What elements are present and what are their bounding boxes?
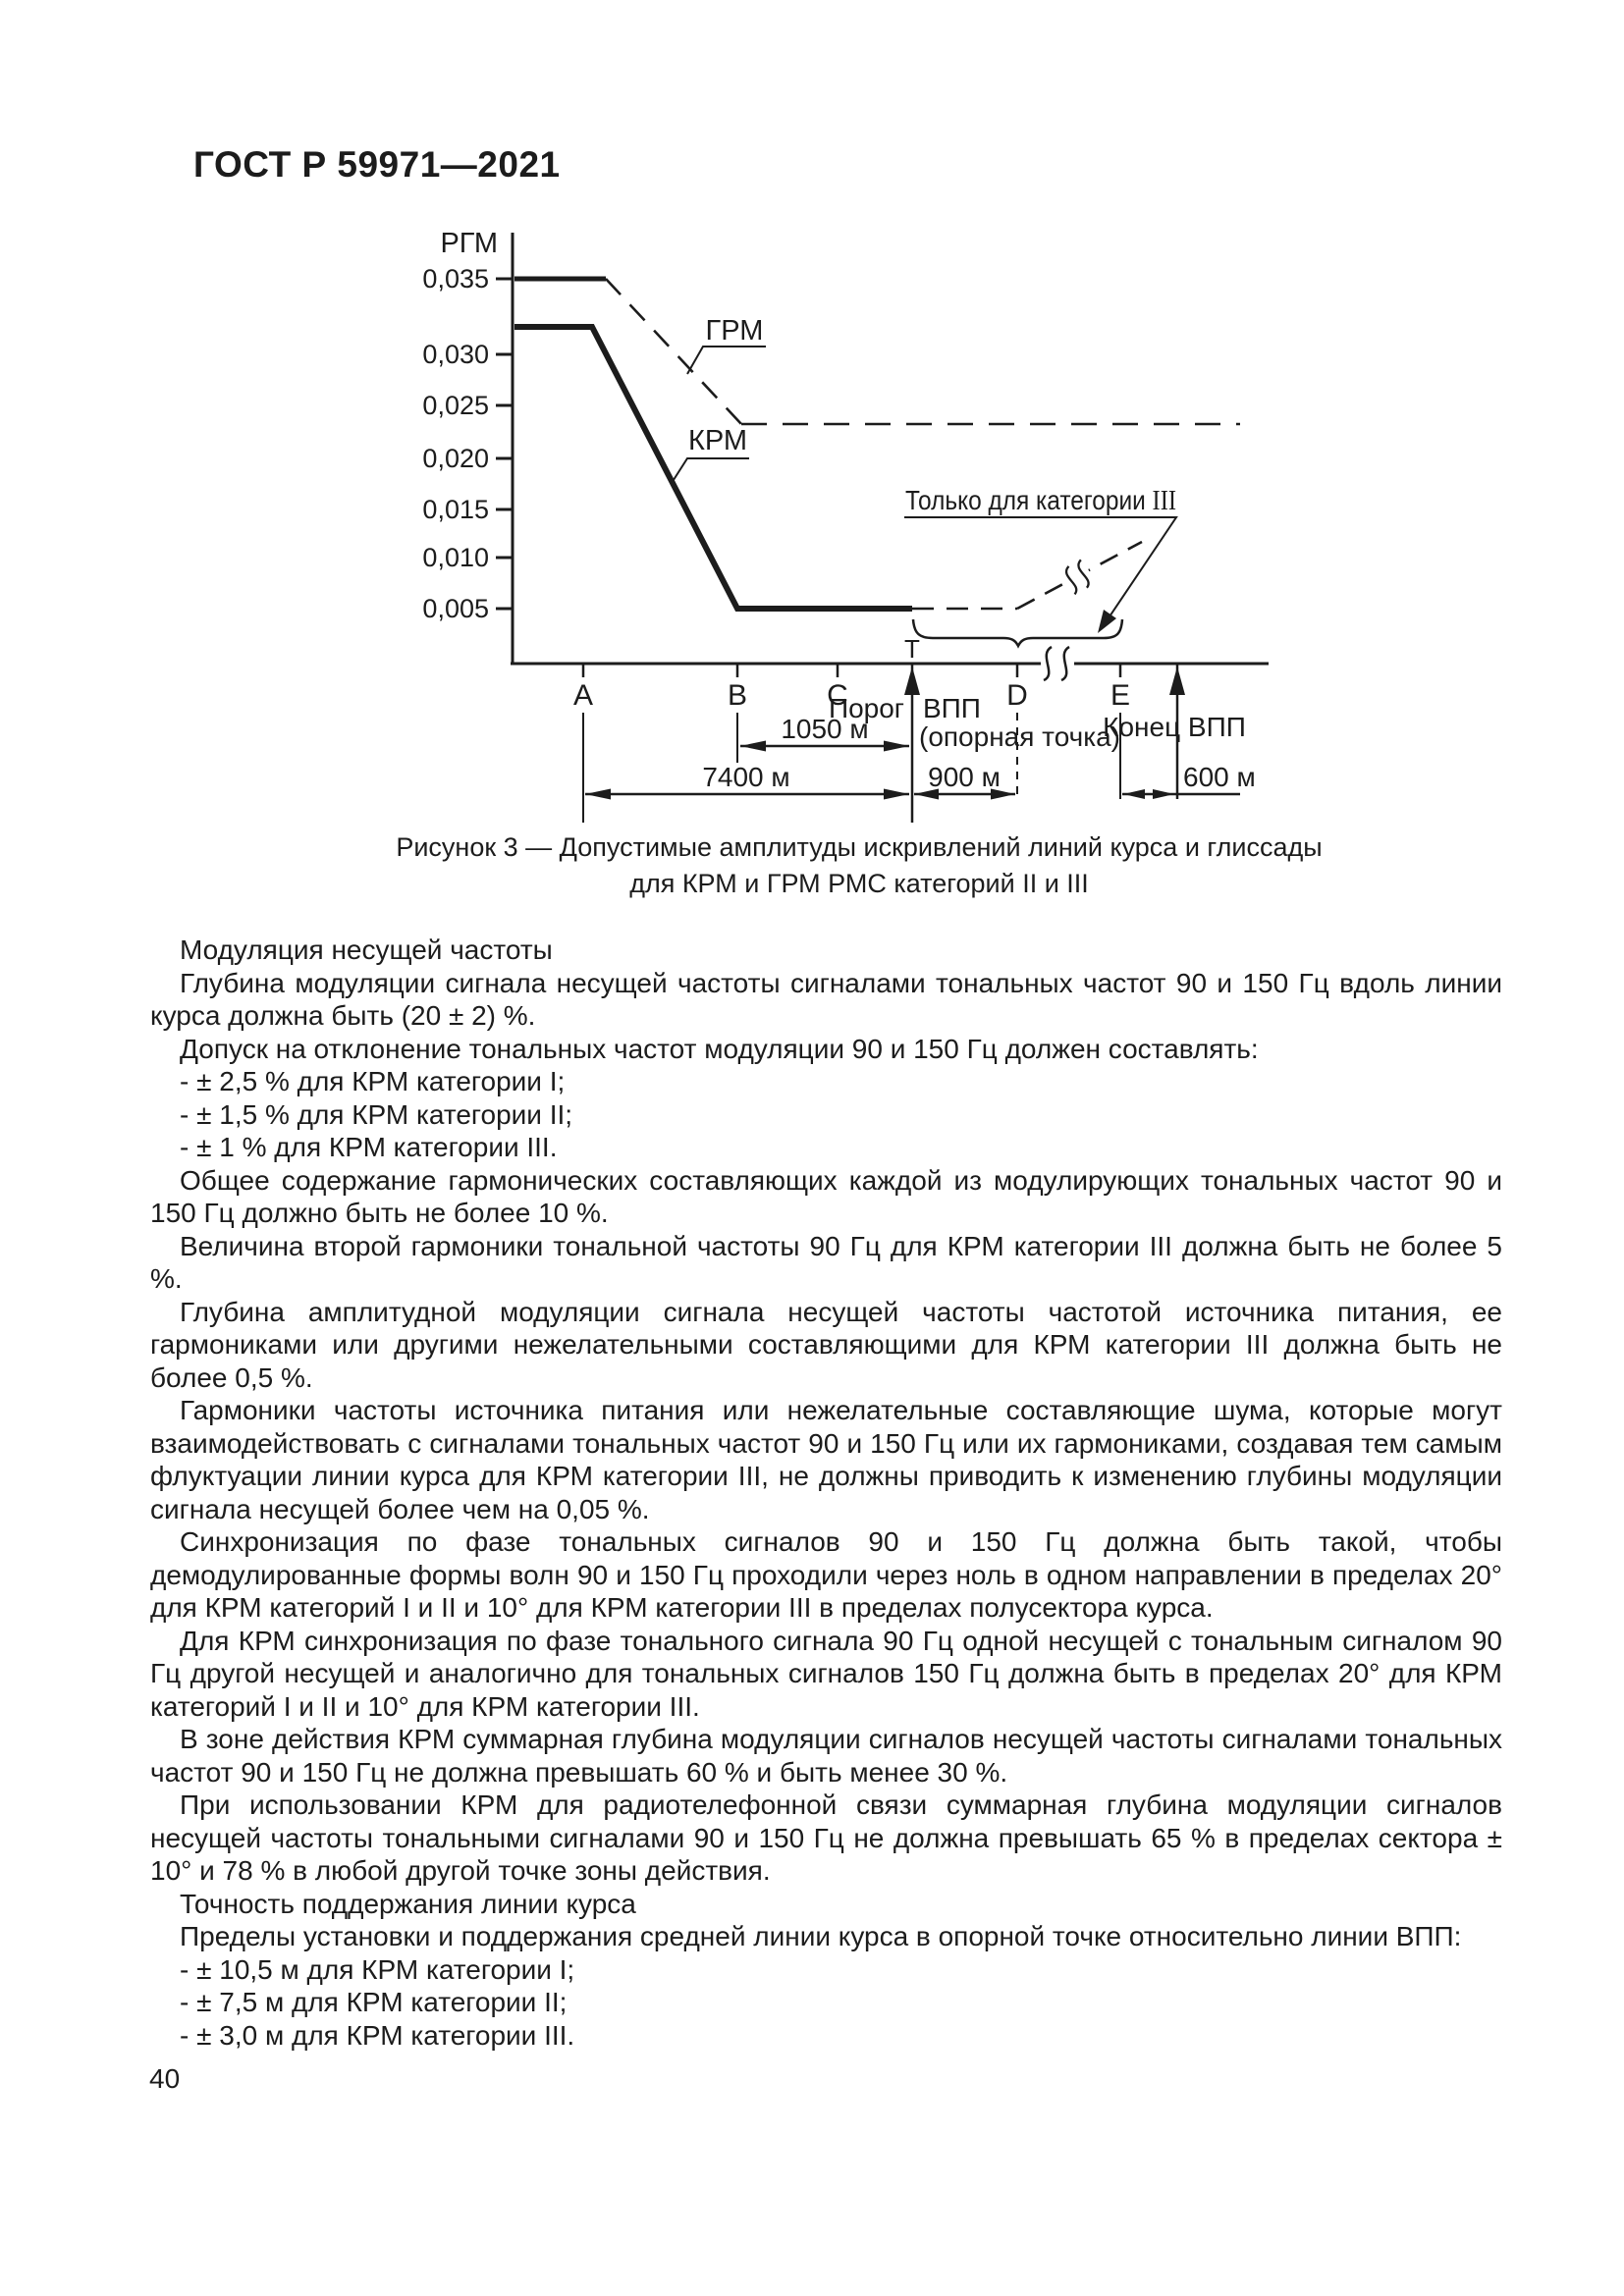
- paragraph: При использовании КРМ для радиотелефонно…: [150, 1789, 1502, 1886]
- figure-caption-line1: Рисунок 3 — Допустимые амплитуды искривл…: [396, 832, 1323, 862]
- y-tick-label: 0,020: [422, 444, 489, 473]
- dimension-600-label: 600 м: [1183, 762, 1256, 792]
- cat3-roman-numeral: III: [1153, 486, 1176, 516]
- paragraph: Для КРМ синхронизация по фазе тонального…: [150, 1625, 1502, 1722]
- figure-caption-line2: для КРМ и ГРМ РМС категорий II и III: [629, 869, 1089, 898]
- y-ticks: 0,035 0,030 0,025 0,020 0,015 0,010 0,00…: [422, 264, 513, 623]
- paragraph: Общее содержание гармонических составляю…: [150, 1164, 1502, 1229]
- paragraph: Величина второй гармоники тональной част…: [150, 1230, 1502, 1295]
- y-axis-label: РГМ: [440, 228, 498, 259]
- x-point-label-d: D: [1006, 679, 1028, 712]
- paragraph: - ± 10,5 м для КРМ категории I;: [180, 1953, 575, 1985]
- paragraph: - ± 1 % для КРМ категории III.: [180, 1132, 558, 1162]
- y-tick-label: 0,035: [422, 264, 489, 294]
- paragraph: Допуск на отклонение тональных частот мо…: [180, 1033, 1259, 1064]
- cat3-arrowhead: [1098, 610, 1116, 633]
- doc-header: ГОСТ Р 59971—2021: [193, 144, 561, 185]
- grm-series: ГРМ: [514, 276, 1240, 426]
- body-text: Модуляция несущей частоты Глубина модуляц…: [150, 934, 1502, 2052]
- grm-label: ГРМ: [706, 315, 764, 347]
- axis-break-symbol: [1041, 645, 1074, 682]
- dimension-600: 600 м: [1122, 762, 1256, 799]
- paragraph: - ± 3,0 м для КРМ категории III.: [180, 2019, 575, 2051]
- paragraph: Пределы установки и поддержания средней …: [180, 1921, 1462, 1951]
- dimension-900: 900 м: [914, 762, 1015, 800]
- x-point-label-b: B: [728, 679, 747, 712]
- runway-end-label: Конец ВПП: [1103, 712, 1246, 742]
- paragraph: Глубина амплитудной модуляции сигнала не…: [150, 1296, 1502, 1393]
- krm-leader-line: [671, 457, 749, 484]
- cat3-leader-line: [904, 516, 1178, 629]
- threshold-label: Порог ВПП (опорная точка): [829, 693, 1120, 752]
- x-points: A B C D E: [573, 665, 1130, 712]
- figure-3-chart: РГМ 0,035 0,030 0,025 0,020 0,015 0,010 …: [422, 228, 1269, 823]
- dimension-7400-label: 7400 м: [702, 762, 789, 792]
- y-tick-label: 0,010: [422, 543, 489, 572]
- dimension-7400: 7400 м: [585, 762, 909, 800]
- figure-caption: Рисунок 3 — Допустимые амплитуды искривл…: [216, 829, 1502, 902]
- line-break-symbol: [1061, 555, 1097, 596]
- paragraph: Синхронизация по фазе тональных сигналов…: [150, 1526, 1502, 1623]
- paragraph: - ± 1,5 % для КРМ категории II;: [180, 1098, 573, 1130]
- threshold-label-line2: (опорная точка): [919, 721, 1120, 752]
- y-tick-label: 0,030: [422, 340, 489, 369]
- x-point-label-a: A: [573, 679, 593, 712]
- paragraph: В зоне действия КРМ суммарная глубина мо…: [150, 1724, 1502, 1788]
- grm-leader-line: [686, 346, 766, 375]
- brace: [911, 618, 1124, 649]
- cat3-annotation: Только для категории III: [904, 485, 1178, 633]
- y-tick-label: 0,005: [422, 594, 489, 623]
- cat3-text: Только для категории: [905, 485, 1153, 515]
- dimension-1050: 1050 м: [740, 714, 909, 752]
- y-tick-label: 0,015: [422, 495, 489, 524]
- threshold-up-arrowhead: [904, 667, 920, 695]
- paragraph: - ± 7,5 м для КРМ категории II;: [180, 1987, 568, 2017]
- svg-text:Порог: Порог: [829, 693, 904, 723]
- page-number: 40: [149, 2063, 181, 2094]
- krm-label: КРМ: [688, 425, 747, 456]
- krm-series: КРМ: [514, 324, 1143, 612]
- t-point-label: Т: [904, 634, 920, 664]
- dimension-900-label: 900 м: [928, 762, 1001, 792]
- runway-end-up-arrowhead: [1169, 667, 1185, 695]
- x-point-label-c: C: [827, 679, 848, 712]
- svg-text:Только для категории III: Только для категории III: [905, 485, 1176, 516]
- paragraph: Точность поддержания линии курса: [180, 1888, 636, 1919]
- paragraph: Модуляция несущей частоты: [180, 934, 553, 965]
- x-point-label-e: E: [1110, 679, 1130, 712]
- y-tick-label: 0,025: [422, 391, 489, 420]
- paragraph: - ± 2,5 % для КРМ категории I;: [180, 1066, 566, 1096]
- paragraph: Гармоники частоты источника питания или …: [150, 1395, 1502, 1524]
- paragraph: Глубина модуляции сигнала несущей частот…: [150, 967, 1502, 1032]
- dimension-1050-label: 1050 м: [781, 714, 868, 744]
- svg-text:ВПП: ВПП: [923, 693, 981, 723]
